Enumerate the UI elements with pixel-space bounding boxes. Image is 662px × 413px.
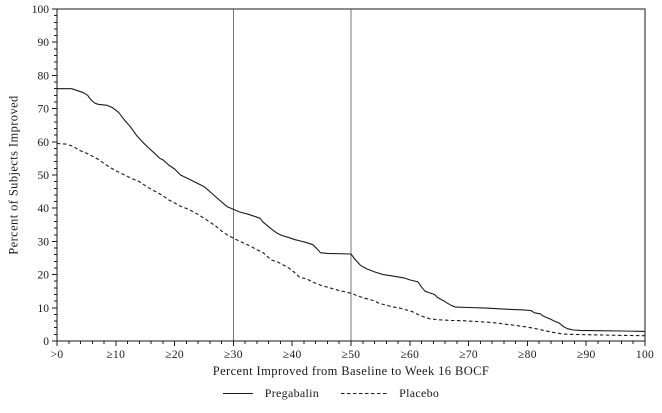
y-tick-label: 60	[38, 137, 50, 149]
y-tick-label: 50	[38, 170, 50, 182]
legend: Pregabalin Placebo	[0, 386, 662, 401]
legend-item-pregabalin: Pregabalin	[222, 386, 320, 401]
y-tick-label: 0	[43, 336, 49, 348]
x-tick-label: >0	[51, 349, 64, 361]
legend-label-pregabalin: Pregabalin	[264, 386, 320, 400]
legend-item-placebo: Placebo	[341, 386, 439, 401]
x-tick-label: ≥20	[165, 349, 184, 361]
y-tick-label: 90	[38, 37, 50, 49]
pregabalin-solid-line-sample	[222, 393, 253, 394]
y-axis-title: Percent of Subjects Improved	[6, 95, 21, 255]
y-tick-label: 100	[32, 4, 50, 16]
y-tick-label: 80	[38, 70, 50, 82]
x-tick-label: ≥50	[342, 349, 361, 361]
y-tick-label: 30	[38, 236, 50, 248]
pregabalin-series-line	[57, 88, 646, 332]
legend-label-placebo: Placebo	[399, 386, 440, 400]
x-tick-label: ≥30	[224, 349, 243, 361]
y-tick-label: 10	[38, 303, 50, 315]
x-tick-label: ≥80	[518, 349, 537, 361]
y-tick-label: 20	[38, 270, 50, 282]
x-axis-title: Percent Improved from Baseline to Week 1…	[212, 364, 490, 378]
x-tick-label: ≥60	[400, 349, 419, 361]
x-tick-label: ≥90	[577, 349, 596, 361]
x-tick-label: ≥10	[106, 349, 125, 361]
x-tick-label: ≥70	[459, 349, 478, 361]
x-tick-label: ≥40	[283, 349, 302, 361]
placebo-dashed-line-sample	[341, 392, 388, 395]
x-tick-label: 100	[636, 349, 654, 361]
y-tick-label: 70	[38, 104, 50, 116]
y-tick-label: 40	[38, 203, 50, 215]
